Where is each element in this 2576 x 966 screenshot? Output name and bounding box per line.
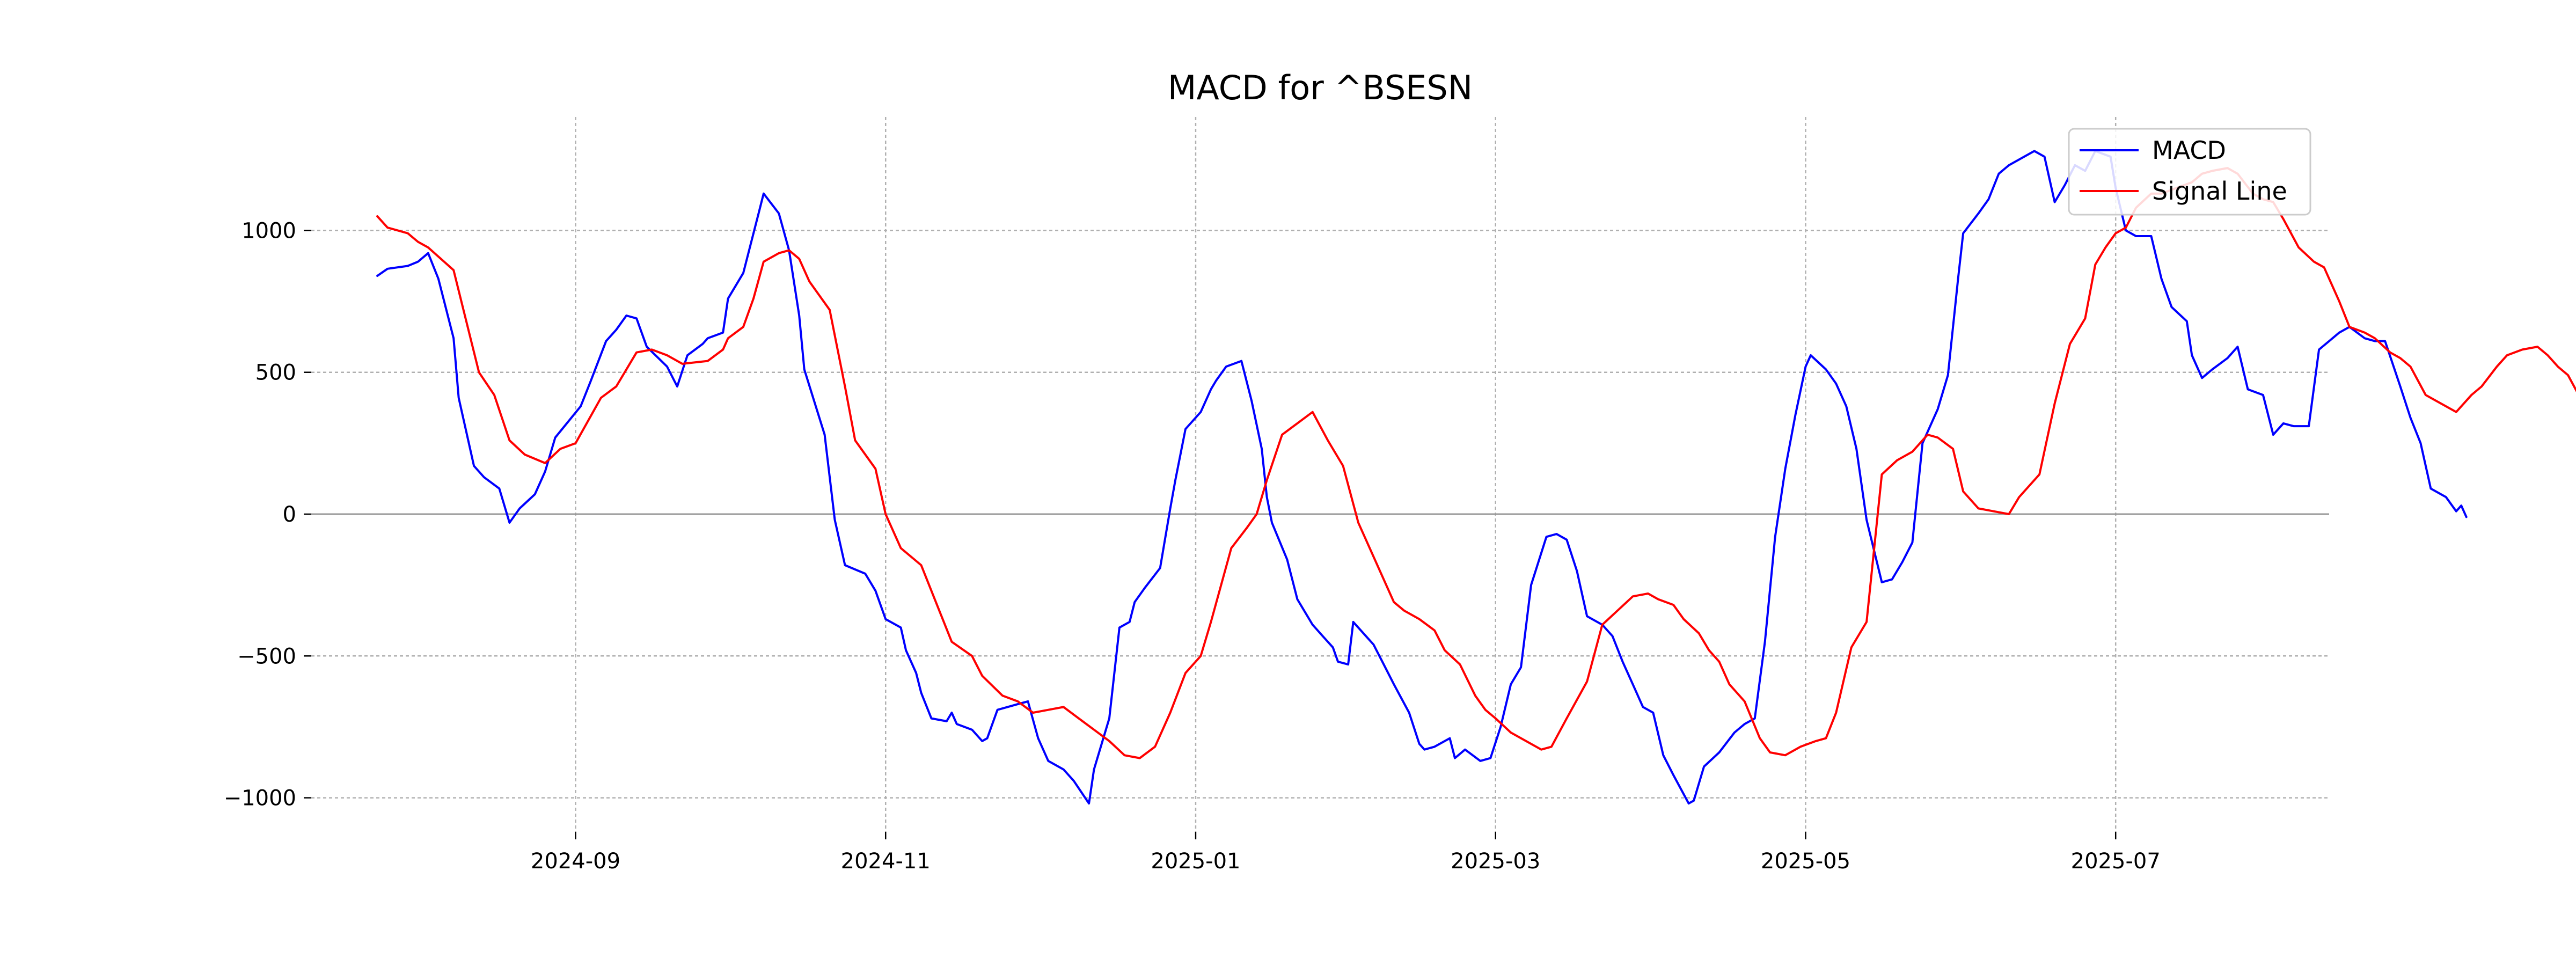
y-tick-label: −500: [237, 644, 296, 669]
tick-layer: 2024-09 2024-11 2025-01 2025-03 2025-05 2025-…: [224, 218, 2161, 874]
legend-label-macd: MACD: [2152, 136, 2226, 165]
x-tick-label: 2025-03: [1451, 849, 1540, 874]
y-tick-label: 500: [255, 361, 296, 385]
chart-title: MACD for ^BSESN: [1168, 68, 1473, 107]
signal-series-line: [376, 167, 2576, 759]
y-tick-label: 0: [283, 502, 296, 527]
x-tick-label: 2025-07: [2071, 849, 2161, 874]
y-tick-label: 1000: [241, 218, 296, 243]
y-tick-label: −1000: [224, 786, 296, 811]
x-tick-label: 2025-01: [1151, 849, 1240, 874]
chart-legend: MACD Signal Line: [2068, 128, 2311, 216]
grid-layer: [311, 117, 2329, 832]
x-tick-label: 2024-09: [531, 849, 620, 874]
x-tick-label: 2025-05: [1761, 849, 1850, 874]
legend-label-signal: Signal Line: [2152, 177, 2287, 206]
x-tick-label: 2024-11: [841, 849, 931, 874]
